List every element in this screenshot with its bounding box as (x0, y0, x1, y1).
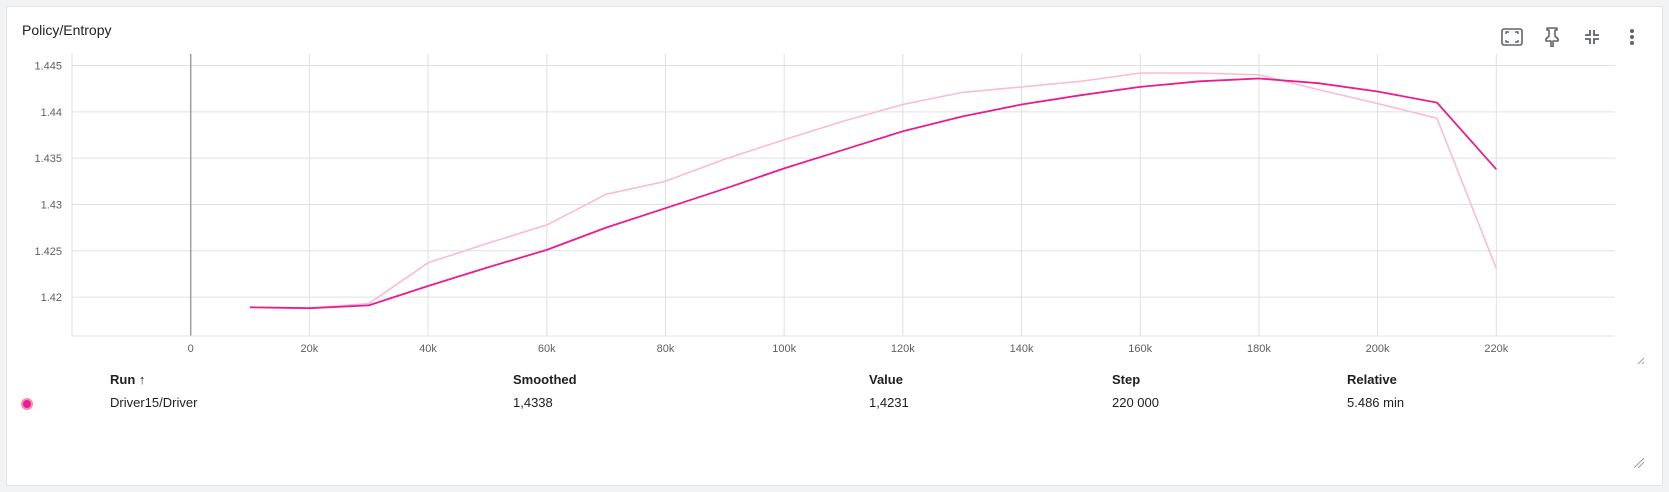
x-tick-label: 120k (891, 343, 915, 355)
card-title: Policy/Entropy (22, 22, 112, 38)
x-tick-label: 140k (1010, 343, 1034, 355)
y-tick-label: 1.42 (41, 292, 62, 304)
column-header-run[interactable]: Run ↑ (110, 372, 146, 387)
pin-icon (1545, 27, 1559, 47)
y-tick-label: 1.445 (34, 61, 62, 73)
run-name: Driver15/Driver (110, 395, 198, 410)
collapse-icon (1585, 30, 1599, 44)
x-tick-label: 40k (419, 343, 437, 355)
table-resize-handle[interactable] (1634, 458, 1644, 468)
x-tick-label: 0 (188, 343, 194, 355)
x-tick-label: 160k (1128, 343, 1152, 355)
card-toolbar (1494, 19, 1650, 55)
raw-value: 1,4231 (869, 395, 909, 410)
x-tick-label: 200k (1366, 343, 1390, 355)
x-tick-label: 80k (657, 343, 675, 355)
column-header-relative[interactable]: Relative (1347, 372, 1397, 387)
x-tick-label: 100k (772, 343, 796, 355)
smoothed-value: 1,4338 (513, 395, 553, 410)
column-header-step[interactable]: Step (1112, 372, 1141, 387)
y-tick-label: 1.435 (34, 153, 62, 165)
column-header-value[interactable]: Value (869, 372, 903, 387)
y-tick-label: 1.44 (41, 107, 62, 119)
column-header-smoothed[interactable]: Smoothed (513, 372, 577, 387)
relative-value: 5.486 min (1347, 395, 1405, 410)
series-layer (249, 72, 1498, 310)
raw-series-line (249, 72, 1498, 310)
run-color-dot[interactable] (21, 398, 33, 410)
more-options-button[interactable] (1614, 19, 1650, 55)
smoothed-series-line (249, 77, 1497, 310)
x-tick-label: 60k (538, 343, 556, 355)
pin-button[interactable] (1534, 19, 1570, 55)
x-tick-label: 20k (301, 343, 319, 355)
grid-layer (71, 54, 1615, 337)
fit-domain-button[interactable] (1494, 19, 1530, 55)
more-vert-icon (1630, 29, 1634, 45)
y-tick-label: 1.425 (34, 246, 62, 258)
chart-resize-handle[interactable] (1634, 357, 1645, 364)
scalar-card: Policy/Entropy (6, 6, 1663, 486)
x-tick-label: 220k (1484, 343, 1508, 355)
step-value: 220 000 (1112, 395, 1159, 410)
x-tick-label: 180k (1247, 343, 1271, 355)
line-chart[interactable]: 1.42 1.425 1.43 1.435 1.44 1.445 0 20k 40k 60k 80k… (0, 0, 1669, 364)
collapse-button[interactable] (1574, 19, 1610, 55)
fit-domain-icon (1501, 28, 1523, 46)
y-tick-label: 1.43 (41, 199, 62, 211)
tick-layer: 1.42 1.425 1.43 1.435 1.44 1.445 0 20k 40k 60k 80k… (34, 61, 1508, 355)
